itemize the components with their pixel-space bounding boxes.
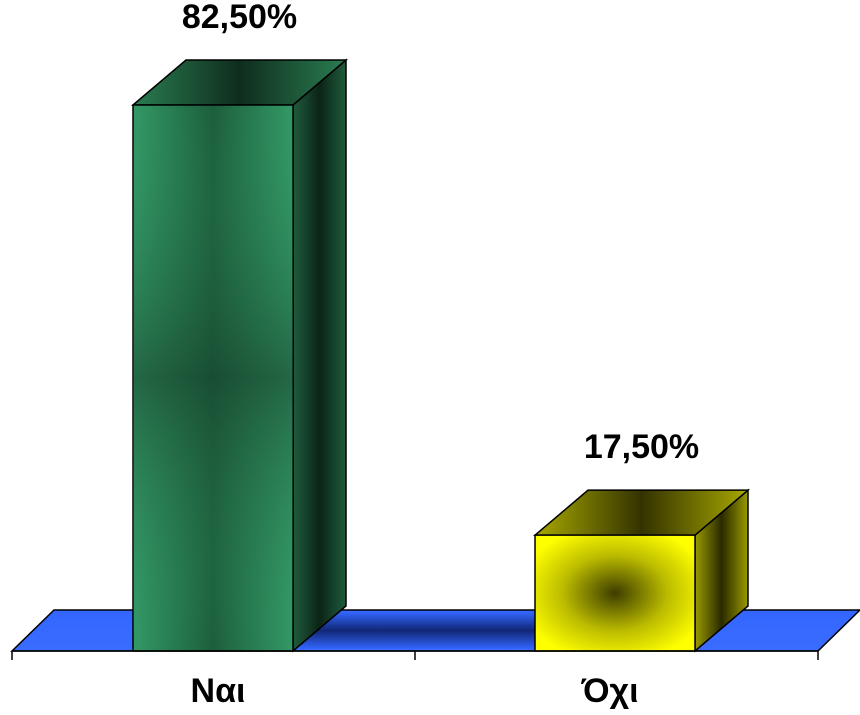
bar-ochi <box>532 488 751 653</box>
x-tick-label-ochi: Όχι <box>580 672 638 710</box>
data-label-ochi: 17,50% <box>584 428 699 466</box>
bar-ochi-front <box>534 534 696 652</box>
bar-nai <box>130 58 349 653</box>
chart-floor-shadow <box>300 612 545 649</box>
data-label-nai: 82,50% <box>182 0 297 36</box>
bar-nai-side <box>292 58 347 653</box>
x-tick-label-nai: Ναι <box>191 672 246 710</box>
bar-nai-front-shade <box>133 105 293 651</box>
bars-group <box>130 58 751 653</box>
